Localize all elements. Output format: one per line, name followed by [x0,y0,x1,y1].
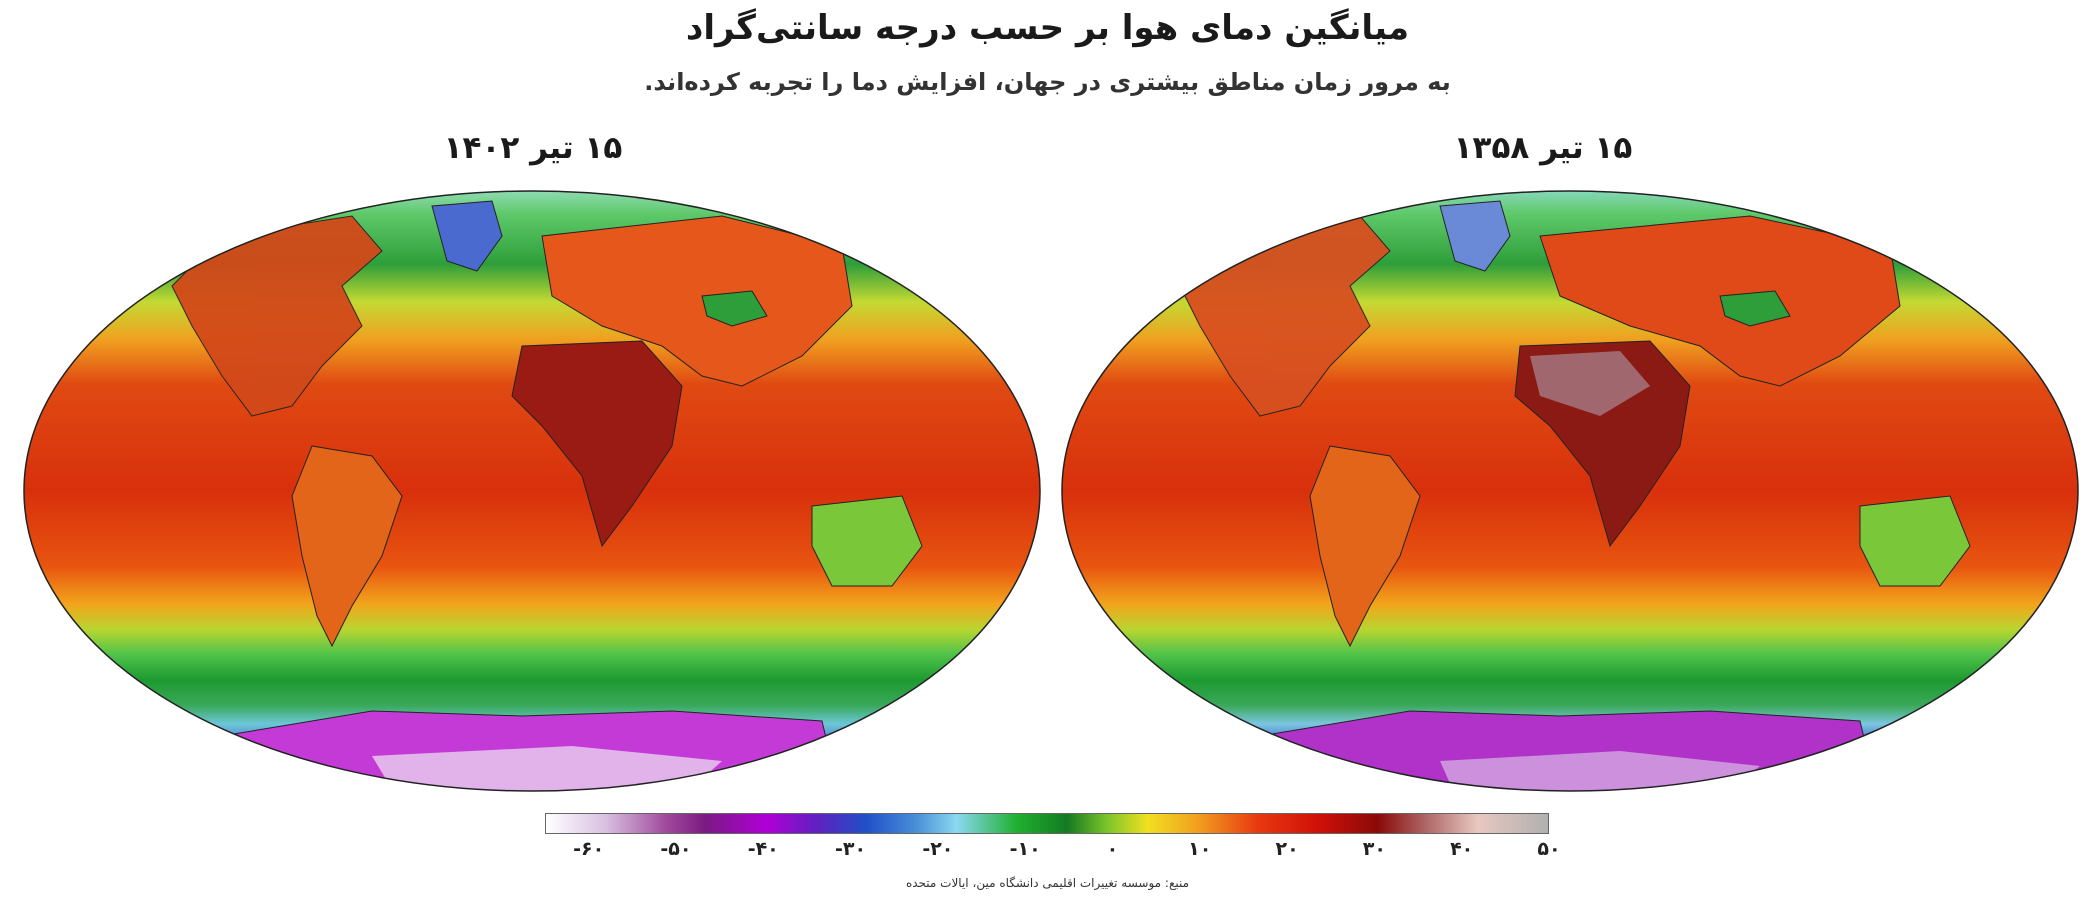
page-subtitle: به مرور زمان مناطق بیشتری در جهان، افزای… [644,68,1451,96]
tibet-plateau [1719,290,1791,327]
colorbar-tick-label: ۳۰ [1362,838,1386,860]
colorbar-tick-label: -۲۰ [922,838,954,860]
greenland [1439,200,1511,272]
south-america [291,445,403,648]
colorbar-tick-label: ۰ [1106,838,1119,860]
colorbar-tick-label: -۳۰ [835,838,867,860]
source-note: منبع: موسسه تغییرات اقلیمی دانشگاه مین، … [905,876,1190,890]
colorbar-tick-label: -۵۰ [660,838,692,860]
temperature-colorbar [545,813,1549,834]
map-label-1358: ۱۵ تیر ۱۳۵۸ [1453,130,1633,166]
colorbar-ticks: -۶۰ -۵۰ -۴۰ -۳۰ -۲۰ -۱۰ ۰ ۱۰ ۲۰ ۳۰ ۴۰ ۵۰ [545,838,1561,868]
africa [511,340,683,548]
south-america [1309,445,1421,648]
page-title: میانگین دمای هوا بر حسب درجه سانتی‌گراد [685,8,1410,48]
colorbar-tick-label: ۵۰ [1537,838,1561,860]
colorbar-tick-label: -۱۰ [1009,838,1041,860]
colorbar-tick-label: -۴۰ [747,838,779,860]
colorbar-tick-label: ۴۰ [1450,838,1474,860]
greenland [431,200,503,272]
colorbar-tick-label: ۱۰ [1188,838,1212,860]
map-label-1402: ۱۵ تیر ۱۴۰۲ [443,130,623,166]
australia [811,495,923,587]
tibet-plateau [701,290,768,327]
north-america [171,215,383,417]
temperature-map-1402 [22,176,1042,806]
colorbar-tick-label: ۲۰ [1275,838,1299,860]
australia [1859,495,1971,587]
temperature-map-1358 [1060,176,2080,806]
colorbar-tick-label: -۶۰ [573,838,605,860]
